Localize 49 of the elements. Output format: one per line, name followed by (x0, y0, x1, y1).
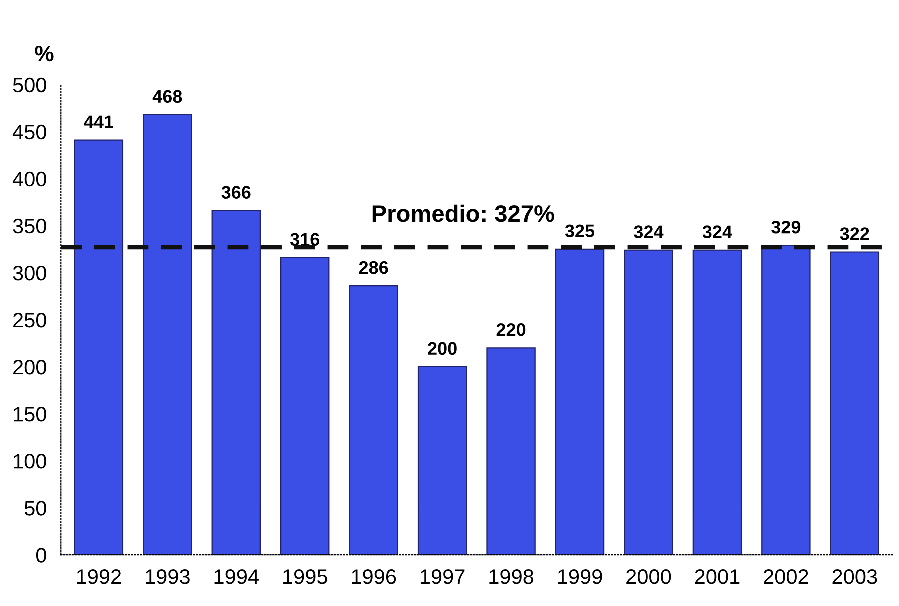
data-label: 324 (634, 226, 664, 238)
y-tick-label: 500 (13, 78, 46, 93)
y-tick-label: 200 (14, 360, 46, 375)
data-label: 366 (222, 186, 251, 199)
bar (143, 114, 192, 556)
data-label: 200 (428, 342, 457, 356)
x-tick-label: 1999 (558, 570, 602, 584)
bar (212, 210, 261, 556)
data-label: 468 (152, 90, 182, 104)
data-label: 286 (359, 261, 388, 274)
x-tick-label: 1993 (146, 570, 190, 584)
data-label: 441 (84, 116, 114, 128)
y-tick-label: 250 (14, 312, 46, 328)
y-tick-label: 50 (24, 501, 46, 516)
data-label: 316 (290, 233, 320, 246)
y-tick-label: 300 (13, 266, 46, 281)
bar (74, 140, 124, 556)
y-axis-title: % (35, 46, 54, 62)
y-tick-label: 150 (14, 407, 46, 422)
data-label: 322 (840, 228, 870, 240)
x-tick-label: 2001 (695, 570, 740, 584)
x-tick-label: 1994 (214, 570, 259, 584)
data-label: 220 (496, 323, 526, 336)
x-tick-label: 2003 (832, 570, 878, 584)
bar (280, 257, 330, 556)
data-label: 325 (565, 224, 595, 238)
y-tick-label: 350 (13, 218, 46, 234)
bar (486, 348, 536, 556)
x-tick-label: 2002 (764, 570, 808, 584)
bar (830, 252, 880, 556)
x-tick-label: 1992 (77, 570, 122, 584)
x-tick-label: 1997 (420, 570, 465, 584)
bar (762, 245, 811, 556)
y-tick-label: 450 (12, 124, 46, 140)
bar (555, 248, 605, 556)
y-tick-label: 0 (36, 548, 46, 563)
y-tick-label: 400 (12, 172, 46, 187)
x-tick-label: 1998 (490, 570, 534, 584)
data-label: 329 (772, 220, 801, 234)
bar (692, 250, 742, 556)
x-tick-label: 1996 (352, 570, 396, 584)
ref-line-label: Promedio: 327% (372, 204, 554, 222)
data-label: 324 (702, 226, 732, 238)
x-tick-label: 2000 (626, 570, 672, 584)
y-tick-label: 100 (14, 454, 46, 469)
x-tick-label: 1995 (284, 570, 328, 584)
bar (349, 286, 398, 556)
bar (418, 366, 468, 556)
bar (624, 250, 674, 556)
